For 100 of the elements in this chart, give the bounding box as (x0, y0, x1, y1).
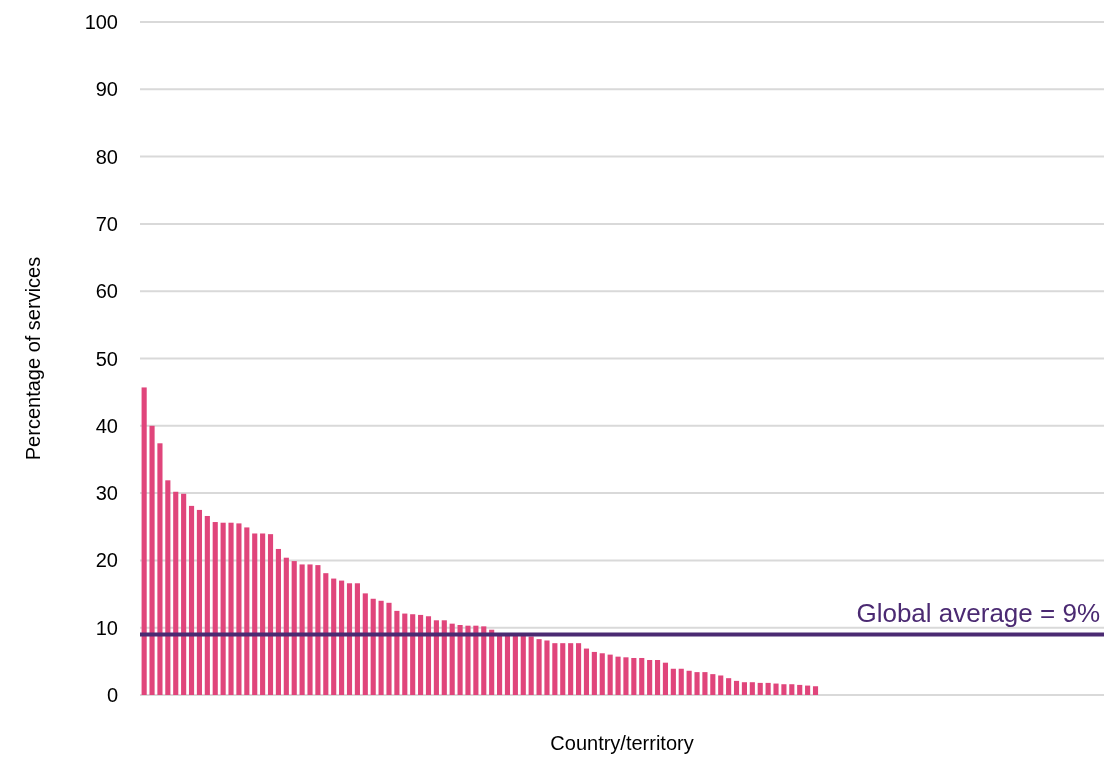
bar (402, 613, 408, 695)
bar (157, 443, 163, 695)
bar (741, 682, 747, 695)
bar (686, 670, 692, 695)
bar (165, 480, 171, 695)
bar (805, 685, 811, 695)
bar (607, 654, 613, 695)
bar (315, 565, 321, 695)
y-tick-label: 50 (95, 347, 118, 370)
bar (323, 573, 329, 695)
bar (583, 648, 590, 695)
bar (726, 678, 732, 695)
bar (181, 493, 187, 695)
bar (631, 657, 637, 695)
bar (575, 643, 582, 695)
bar (307, 564, 313, 695)
y-tick-label: 30 (95, 482, 118, 505)
bar (694, 672, 700, 695)
y-tick-label: 80 (95, 145, 118, 168)
bar (702, 672, 708, 695)
bar (749, 682, 755, 695)
y-tick-label: 40 (95, 414, 118, 437)
bar (394, 610, 400, 695)
bar (765, 682, 771, 695)
bar (339, 580, 345, 695)
bar (781, 684, 787, 695)
bar (149, 425, 155, 695)
bar (481, 626, 487, 695)
bar (797, 684, 803, 695)
bar (733, 680, 740, 695)
bar (512, 635, 518, 695)
bar (489, 629, 495, 695)
bar (275, 548, 281, 695)
bar (291, 561, 297, 695)
bar (449, 623, 455, 695)
bar (497, 633, 503, 695)
bar (504, 633, 511, 695)
bar (773, 683, 779, 695)
bar (599, 653, 605, 695)
bar (568, 643, 574, 695)
y-tick-label: 0 (106, 684, 118, 706)
bar (536, 639, 542, 695)
bar (678, 668, 684, 695)
bar (299, 564, 305, 695)
bar (757, 682, 763, 695)
y-axis-title: Percentage of services (22, 256, 44, 461)
bar (552, 643, 558, 695)
bar (173, 491, 179, 695)
bar (528, 636, 534, 695)
bar (331, 578, 337, 695)
bar (196, 509, 202, 695)
y-tick-label: 10 (95, 616, 118, 639)
bar (425, 616, 432, 695)
bar (710, 674, 716, 695)
y-tick-label: 20 (95, 549, 118, 572)
bar (362, 593, 368, 695)
bar (560, 643, 566, 695)
bar (591, 651, 597, 695)
bar (465, 625, 471, 695)
y-tick-label: 70 (95, 212, 118, 235)
bar (654, 660, 661, 695)
x-axis-title: Country/territory (550, 732, 694, 754)
bar (812, 686, 819, 695)
bar (544, 640, 550, 695)
bar (418, 614, 424, 695)
bar (283, 557, 289, 695)
bar (220, 522, 226, 695)
bar (670, 668, 676, 695)
bar (260, 533, 266, 695)
bar (410, 614, 416, 695)
bar (212, 522, 218, 695)
bar (370, 598, 376, 695)
bar (188, 505, 195, 695)
bar (252, 533, 258, 695)
y-tick-label: 90 (95, 78, 118, 101)
bar (639, 657, 645, 695)
y-tick-label: 60 (95, 280, 118, 303)
bar (378, 600, 384, 695)
bar (615, 656, 621, 695)
y-tick-label: 100 (84, 11, 118, 33)
bar (718, 675, 724, 695)
bar (441, 620, 447, 695)
bar (386, 602, 392, 695)
bar (346, 583, 353, 695)
bar (623, 657, 629, 695)
bar (789, 684, 795, 695)
bar (267, 534, 274, 695)
bar (204, 515, 210, 695)
bar (647, 660, 653, 695)
bar (228, 522, 234, 695)
bar (520, 635, 526, 695)
bar (141, 387, 147, 695)
bar (433, 620, 439, 695)
bar (354, 583, 360, 695)
ref-line-label: Global average = 9% (856, 598, 1100, 629)
bar (473, 625, 479, 695)
bar (662, 662, 669, 695)
bar (457, 625, 463, 695)
bar (236, 523, 242, 695)
bar (244, 527, 250, 695)
